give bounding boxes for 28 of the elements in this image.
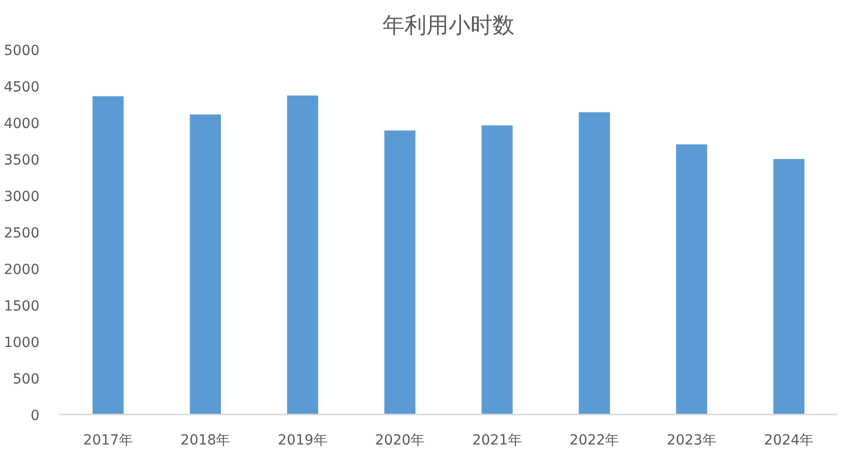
y-tick-label: 2500 (4, 226, 40, 242)
x-tick-label: 2022年 (570, 432, 620, 448)
y-tick-label: 500 (12, 372, 40, 388)
bar (384, 130, 416, 414)
x-tick-label: 2024年 (764, 432, 814, 448)
bar (287, 95, 318, 414)
y-tick-label: 4000 (4, 116, 40, 132)
x-tick-label: 2023年 (666, 432, 716, 448)
bar (92, 96, 124, 414)
bar (578, 112, 610, 414)
y-tick-label: 3500 (4, 152, 40, 168)
x-tick-label: 2020年 (375, 432, 425, 448)
x-tick-label: 2019年 (278, 432, 328, 448)
bar (190, 114, 221, 414)
x-tick-label: 2021年 (472, 432, 522, 448)
x-tick-label: 2017年 (83, 432, 133, 448)
bar (482, 125, 513, 414)
y-tick-label: 1000 (4, 335, 40, 351)
bar (773, 159, 804, 414)
y-tick-label: 4500 (4, 80, 40, 96)
y-tick-label: 3000 (4, 189, 40, 205)
x-tick-label: 2018年 (180, 432, 230, 448)
y-tick-label: 5000 (4, 43, 40, 59)
chart-title: 年利用小时数 (382, 14, 514, 38)
bar (676, 144, 708, 414)
y-tick-label: 1500 (4, 298, 40, 314)
y-tick-label: 2000 (4, 262, 40, 278)
y-tick-label: 0 (30, 408, 40, 424)
